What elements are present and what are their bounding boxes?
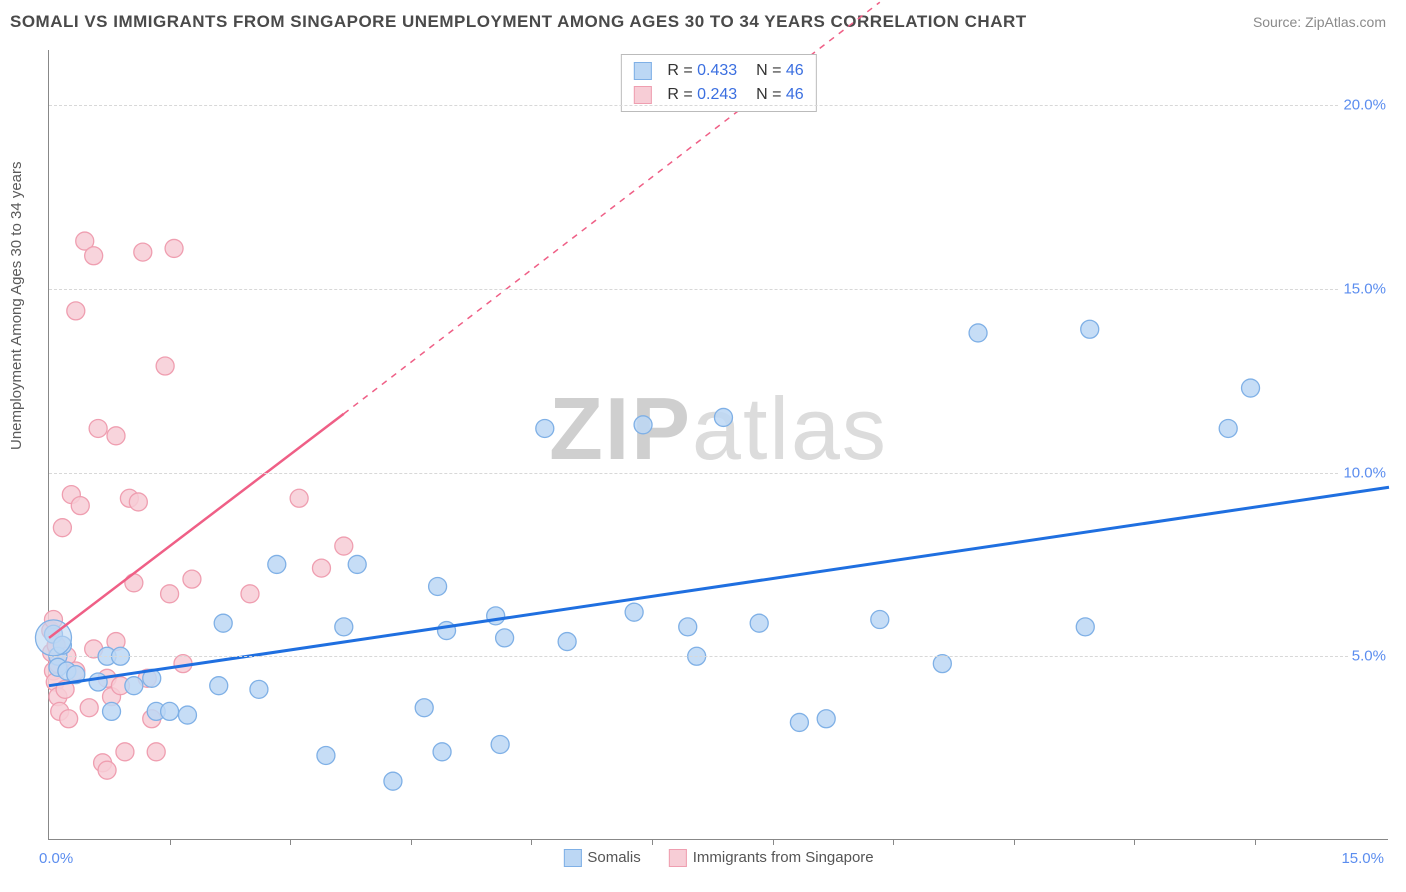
stat-swatch-1 <box>633 62 651 80</box>
x-tick-mark <box>1134 839 1135 845</box>
stat-row-2: R = 0.243 N = 46 <box>633 83 803 107</box>
stat-row-1: R = 0.433 N = 46 <box>633 59 803 83</box>
gridline <box>49 473 1388 474</box>
stat-n-val-1: 46 <box>786 62 804 79</box>
x-tick-mark <box>893 839 894 845</box>
stat-legend: R = 0.433 N = 46 R = 0.243 N = 46 <box>620 54 816 112</box>
stat-swatch-2 <box>633 86 651 104</box>
x-tick-max: 15.0% <box>1341 850 1384 867</box>
bottom-legend: Somalis Immigrants from Singapore <box>563 849 873 867</box>
x-tick-mark <box>411 839 412 845</box>
legend-item-2: Immigrants from Singapore <box>669 849 874 867</box>
x-tick-mark <box>773 839 774 845</box>
x-tick-mark <box>290 839 291 845</box>
stat-r-val-1: 0.433 <box>697 62 737 79</box>
x-tick-mark <box>1014 839 1015 845</box>
stat-n-label-2: N = 46 <box>747 83 803 107</box>
x-tick-mark <box>1255 839 1256 845</box>
legend-swatch-2 <box>669 849 687 867</box>
chart-plot-area: ZIPatlas R = 0.433 N = 46 R = 0.243 N = … <box>48 50 1388 840</box>
legend-swatch-1 <box>563 849 581 867</box>
gridline <box>49 656 1388 657</box>
y-tick-label: 20.0% <box>1339 97 1390 114</box>
x-tick-mark <box>531 839 532 845</box>
x-tick-min: 0.0% <box>39 850 73 867</box>
stat-n-label-1: N = 46 <box>747 59 803 83</box>
stat-n-val-2: 46 <box>786 86 804 103</box>
stat-r-label-1: R = 0.433 <box>667 59 737 83</box>
x-tick-mark <box>170 839 171 845</box>
chart-title: SOMALI VS IMMIGRANTS FROM SINGAPORE UNEM… <box>10 12 1027 32</box>
y-tick-label: 10.0% <box>1339 464 1390 481</box>
y-tick-label: 5.0% <box>1348 648 1390 665</box>
stat-r-val-2: 0.243 <box>697 86 737 103</box>
source-label: Source: ZipAtlas.com <box>1253 14 1386 30</box>
plot-svg <box>49 50 1388 839</box>
x-tick-mark <box>652 839 653 845</box>
y-axis-label: Unemployment Among Ages 30 to 34 years <box>8 161 25 450</box>
gridline <box>49 105 1388 106</box>
y-tick-label: 15.0% <box>1339 280 1390 297</box>
legend-label-1: Somalis <box>587 849 640 866</box>
legend-label-2: Immigrants from Singapore <box>693 849 874 866</box>
gridline <box>49 289 1388 290</box>
legend-item-1: Somalis <box>563 849 640 867</box>
stat-r-label-2: R = 0.243 <box>667 83 737 107</box>
